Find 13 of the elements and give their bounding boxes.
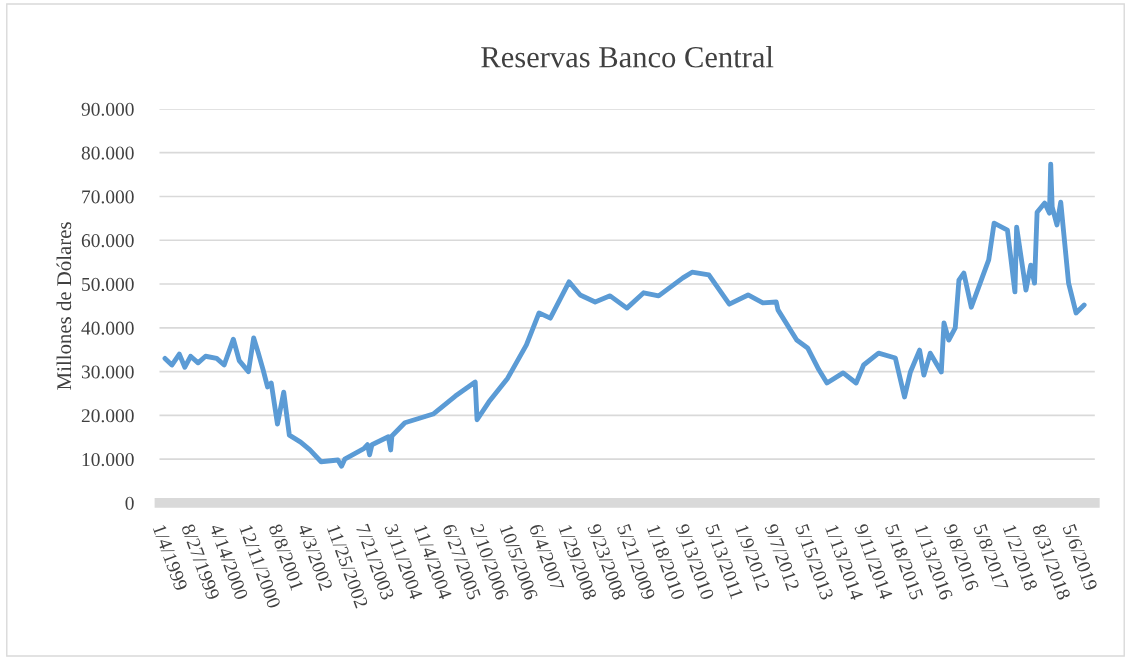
chart-title: Reservas Banco Central [481,46,774,68]
line-series [162,161,1087,469]
y-tick-label: 40.000 [81,321,134,335]
y-axis-title: Millones de Dólares [56,222,72,390]
y-tick-label: 90.000 [81,102,134,116]
y-tick-label: 50.000 [82,277,134,292]
y-tick-label: 30.000 [81,365,134,379]
y-tick-label: 0 [125,496,134,510]
y-tick-label: 70.000 [82,190,134,204]
y-tick-label: 80.000 [81,146,134,160]
y-tick-label: 10.000 [82,452,134,467]
y-tick-label: 20.000 [81,409,134,423]
y-tick-label: 60.000 [81,234,134,248]
